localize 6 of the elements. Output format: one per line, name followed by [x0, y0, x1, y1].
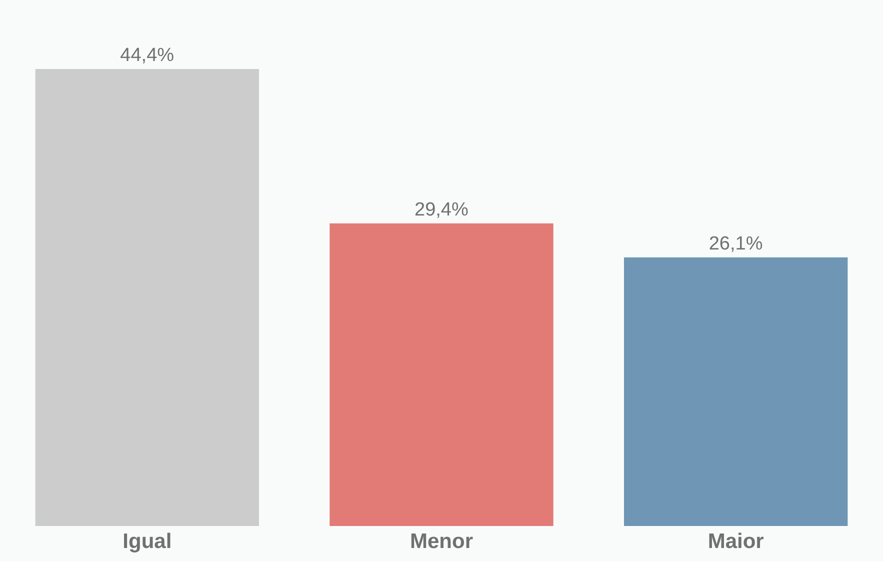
data-label: 29,4%: [414, 199, 468, 220]
x-tick-label: Menor: [410, 530, 473, 553]
x-tick-label: Maior: [708, 530, 764, 553]
x-tick-label: Igual: [122, 530, 172, 553]
data-label: 26,1%: [708, 233, 763, 254]
data-label: 44,4%: [120, 45, 174, 66]
